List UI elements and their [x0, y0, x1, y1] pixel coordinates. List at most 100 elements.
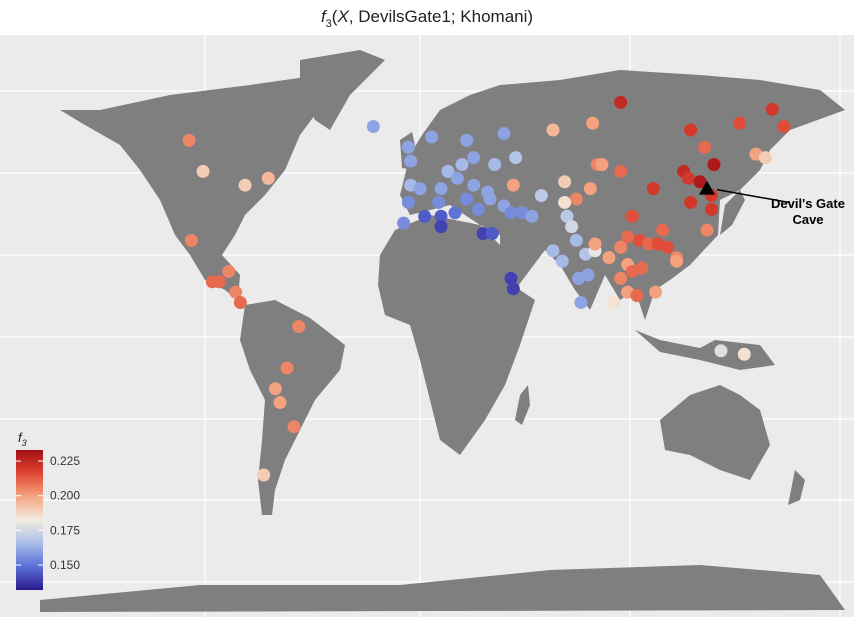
sample-point	[546, 123, 560, 137]
sample-point	[614, 95, 628, 109]
sample-point	[497, 126, 511, 140]
sample-point	[233, 296, 247, 309]
cave-label: Cave	[792, 212, 823, 227]
sample-point	[401, 195, 415, 209]
cave-marker	[698, 180, 715, 195]
sample-point	[506, 178, 520, 192]
sample-point	[707, 158, 721, 171]
sample-point	[418, 209, 432, 223]
sample-point	[586, 116, 600, 130]
sample-point	[569, 233, 583, 247]
sample-point	[476, 227, 490, 240]
map-title: f3(X, DevilsGate1; Khomani)	[321, 7, 533, 30]
sample-point	[238, 178, 252, 192]
sample-point	[625, 209, 639, 223]
sample-point	[397, 216, 411, 230]
sample-point	[366, 120, 380, 134]
sample-point	[467, 178, 481, 192]
sample-point	[733, 116, 747, 130]
colorbar	[16, 450, 43, 590]
sample-point	[614, 240, 628, 254]
sample-point	[506, 282, 520, 296]
sample-point	[681, 171, 695, 185]
sample-point	[777, 120, 791, 134]
sample-point	[292, 320, 306, 334]
sample-point	[569, 192, 583, 206]
sample-point	[705, 202, 719, 216]
sample-point	[737, 347, 751, 361]
sample-point	[273, 396, 287, 410]
title-part: 3	[326, 18, 332, 30]
sample-point	[425, 130, 439, 144]
sample-point	[698, 140, 712, 154]
sample-point	[614, 271, 628, 285]
sample-point	[642, 237, 656, 251]
sample-point	[268, 382, 282, 396]
sample-point	[660, 240, 674, 254]
legend-tick-label: 0.150	[50, 558, 80, 572]
sample-point	[558, 195, 572, 209]
sample-point	[434, 209, 448, 223]
sample-point	[581, 268, 595, 282]
sample-point	[448, 206, 462, 220]
sample-point	[693, 175, 707, 189]
sample-point	[607, 296, 621, 309]
title-part: (	[332, 7, 338, 26]
sample-point	[229, 285, 243, 299]
legend-tick-label: 0.175	[50, 523, 80, 537]
legend-title: f3	[18, 430, 27, 448]
sample-point	[184, 233, 198, 247]
sample-point	[758, 151, 772, 165]
sample-point	[222, 264, 236, 278]
title-part: , DevilsGate1; Khomani)	[349, 7, 533, 26]
sample-point	[467, 151, 481, 165]
sample-point	[765, 102, 779, 116]
sample-point	[432, 195, 446, 209]
sample-point	[525, 209, 539, 223]
sample-point	[483, 192, 497, 206]
sample-point	[546, 244, 560, 258]
sample-point	[413, 182, 427, 196]
sample-point	[196, 164, 210, 178]
sample-point	[588, 237, 602, 251]
sample-point	[441, 164, 455, 178]
sample-point	[455, 158, 469, 171]
sample-point	[558, 175, 572, 189]
sample-point	[280, 361, 294, 375]
legend-title-part: 3	[22, 438, 27, 448]
sample-point	[614, 164, 628, 178]
sample-point	[700, 223, 714, 237]
sample-point	[621, 230, 635, 244]
sample-point	[261, 171, 275, 185]
cave-label: Devil's Gate	[771, 196, 845, 211]
sample-point	[565, 220, 579, 234]
sample-point	[471, 202, 485, 216]
legend-tick-label: 0.200	[50, 489, 80, 503]
sample-point	[649, 285, 663, 299]
sample-point	[684, 123, 698, 137]
sample-point	[714, 344, 728, 358]
sample-point	[504, 206, 518, 220]
sample-point	[182, 133, 196, 147]
sample-point	[630, 289, 644, 303]
sample-point	[670, 254, 684, 268]
points-layer	[182, 95, 791, 482]
sample-point	[434, 220, 448, 234]
sample-point	[485, 227, 499, 240]
sample-point	[460, 133, 474, 147]
sample-point	[635, 261, 649, 275]
sample-point	[450, 171, 464, 185]
sample-point	[434, 182, 448, 196]
sample-point	[560, 209, 574, 223]
title-part: X	[336, 7, 349, 26]
sample-point	[602, 251, 616, 265]
sample-point	[583, 182, 597, 196]
sample-point	[287, 420, 301, 434]
sample-point	[574, 296, 588, 309]
sample-point	[404, 154, 418, 168]
sample-point	[460, 192, 474, 206]
annotation-arrow	[716, 188, 791, 204]
legend: f3 0.150 0.175 0.200 0.225	[16, 430, 80, 590]
legend-title-part: f	[18, 430, 23, 445]
